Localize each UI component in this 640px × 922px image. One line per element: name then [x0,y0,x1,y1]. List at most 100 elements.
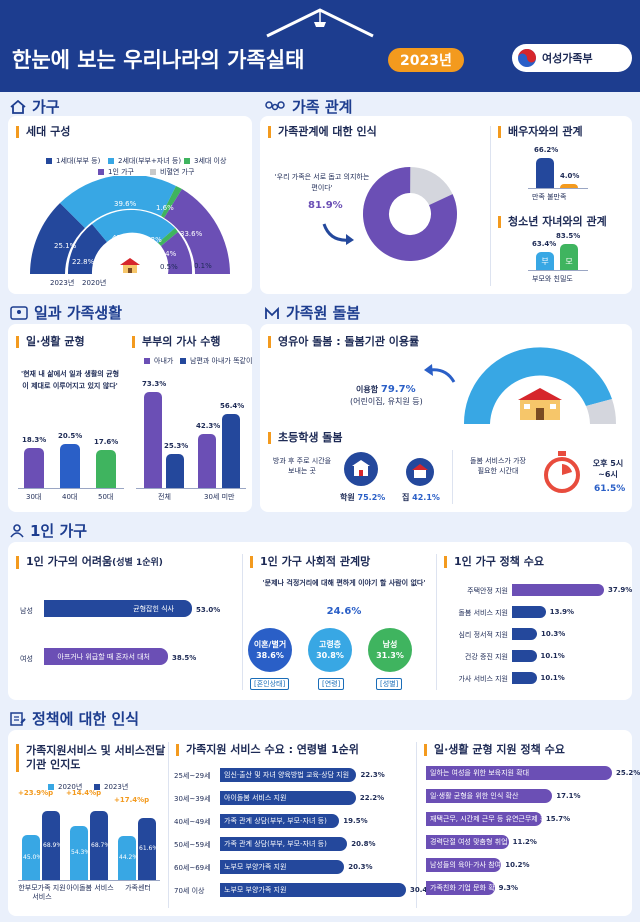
section-household-title: 가구 [10,96,60,117]
policy-bar [512,628,537,640]
single-divider2 [436,554,437,690]
single-divider1 [242,554,243,690]
aware-delta: +17.4%p [114,796,150,805]
chores-legend-equal: 남편과 아내가 똑같이 [180,356,252,366]
policy-label: 심리 정서적 지원 [458,631,508,639]
care-icon [265,306,279,319]
academy-icon [352,460,370,476]
stopwatch-icon [544,451,580,493]
teen-v1: 63.4% [532,240,557,248]
work-sub2: 부부의 가사 수행 [132,336,221,348]
single-card: 1인 가구의 어려움(성별 1순위) 남성 균형잡힌 식사 53.0% 여성 아… [8,542,632,700]
balance-v3: 17.6% [94,438,119,446]
chores-bar-total-wife [144,392,162,488]
relations-quote: '우리 가족은 서로 돕고 의지하는 편이다' [274,173,370,192]
wlb-bar: 재택근무, 시간제 근무 등 유연근무제 확산 [426,812,553,826]
legend-nonkin: 비혈연 가구 [150,167,194,177]
policy-value: 10.3% [541,630,566,638]
circle-divorce: 이혼/별거 38.6% [248,628,292,672]
home-icon [120,258,140,273]
chores-c2: 30세 미만 [204,493,235,501]
balance-bar-40 [60,444,80,488]
single-total: 24.6% [326,606,362,617]
age-value: 20.3% [348,863,373,871]
chores-b1: 25.3% [164,442,189,450]
policy-divider2 [416,742,417,908]
wlb-value: 11.2% [512,838,537,846]
policy-card: 가족지원서비스 및 서비스전달기관 인지도 2020년 2023년 가족지원 서… [8,730,640,916]
header: 한눈에 보는 우리나라의 가족실태 2023년 여성가족부 [0,0,640,92]
aware-bar-2023 [90,811,108,880]
age-bar-label: 아이돌봄 서비스 지원 [224,794,287,802]
wlb-bar: 일·생활 균형을 위한 인식 확산 [426,789,553,803]
age-bar: 아이돌봄 서비스 지원 [220,791,356,805]
year-badge: 2023년 [388,48,464,72]
label-2020: 2020년 [82,279,107,287]
aware-v2020: 44.2% [119,853,139,861]
taegeuk-icon [518,49,536,67]
age-value: 30.4% [410,886,435,894]
age-label: 60세~69세 [174,864,211,872]
section-policy-title: 정책에 대한 인식 [10,708,139,729]
aware-delta: +23.9%p [18,789,54,798]
aware-category: 가족센터 [125,884,151,892]
aware-category: 한부모가족 지원서비스 [18,884,66,901]
age-bar-label: 가족 관계 상담(부부, 부모-자녀 등) [224,817,327,825]
spouse-v1: 66.2% [534,146,559,154]
aware-v2023: 61.6% [139,845,159,853]
inner-2gen: 43.2% [112,234,135,242]
inner-1gen: 22.8% [72,258,95,266]
care-card: 영유아 돌봄 : 돌봄기관 이용률 이용함 79.7% (어린이집, 유치원 등… [260,324,632,512]
aware-bar-2020 [118,835,136,880]
policy-label: 주택안정 지원 [467,587,508,595]
policy-sub3: 일·생활 균형 지원 정책 수요 [424,744,565,756]
teen-v2: 83.5% [556,232,581,240]
aware-legend-2023: 2023년 [94,782,128,792]
balance-c1: 30대 [26,493,42,501]
balance-c3: 50대 [98,493,114,501]
age-bar: 가족 관계 상담(부부, 부모-자녀 등) [220,814,340,828]
difficulty-v2: 38.5% [172,654,197,662]
age-label: 70세 이상 [174,887,205,895]
section-care-title: 가족원 돌봄 [264,302,360,323]
balance-bar-50 [96,450,116,488]
work-sub1: 일·생활 균형 [16,336,85,348]
teen-axis [528,270,588,271]
wlb-bar: 가족친화 기업 문화 확산 [426,881,501,895]
legend-2gen: 2세대(부부+자녀 등) [108,156,181,166]
age-label: 30세~39세 [174,795,211,803]
age-bar: 노부모 부양가족 지원 [220,883,406,897]
spouse-axis [528,188,588,189]
age-bar: 노부모 부양가족 지원 [220,860,345,874]
chores-axis [136,488,246,489]
outer-1gen: 25.1% [54,242,77,250]
wlb-bar: 일하는 여성을 위한 보육지원 확대 [426,766,612,780]
chores-a1: 73.3% [142,380,167,388]
aware-v2023: 68.9% [43,841,63,849]
outer-single: 33.6% [180,230,203,238]
section-relations-title: 가족 관계 [264,96,352,117]
ministry-logo: 여성가족부 [512,44,632,72]
home-value: 집 42.1% [402,493,440,502]
tag-age: [연령] [318,678,345,690]
aware-bar-2020 [70,825,88,880]
age-label: 25세~29세 [174,772,211,780]
care-time-value: 61.5% [594,484,626,494]
age-bar: 가족 관계 상담(부부, 부모-자녀 등) [220,837,348,851]
aware-v2023: 68.7% [91,841,111,849]
relations-sub2: 배우자와의 관계 [498,126,583,138]
chores-legend-wife: 아내가 [144,356,173,366]
chores-c1: 전체 [158,493,171,501]
aware-delta: +14.4%p [66,789,102,798]
policy-bar [512,672,537,684]
difficulty-g1: 남성 [20,607,33,615]
spouse-caption: 만족 불만족 [532,193,567,201]
age-bar-label: 노부모 부양가족 지원 [224,863,287,871]
age-label: 40세~49세 [174,818,211,826]
wlb-bar-label: 일하는 여성을 위한 보육지원 확대 [430,769,530,777]
policy-value: 10.1% [540,652,565,660]
work-quote: '현재 내 삶에서 일과 생활의 균형이 제대로 이루어지고 있지 않다' [20,370,120,390]
policy-sub1: 가족지원서비스 및 서비스전달기관 인지도 [16,744,166,772]
circle-male: 남성 31.3% [368,628,412,672]
roof-icon [266,8,374,38]
